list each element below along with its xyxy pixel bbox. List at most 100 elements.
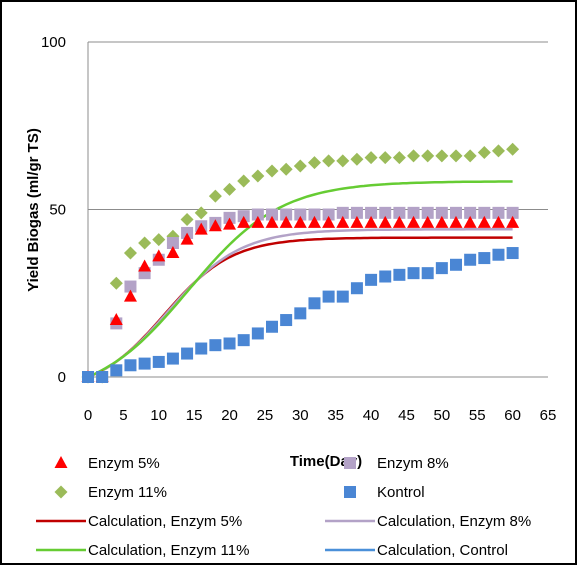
data-point [336,290,349,303]
data-point [365,273,378,286]
data-point [307,215,321,228]
data-point [223,337,236,350]
data-point [463,215,477,228]
data-point [379,206,392,219]
data-point [223,182,237,196]
data-point [266,320,278,333]
data-point [138,357,151,370]
data-point [322,208,335,221]
data-point [280,208,293,221]
data-point [180,213,194,227]
data-point [123,289,137,302]
data-point [421,206,434,219]
data-point [109,313,123,326]
legend-label: Calculation, Enzym 8% [377,513,531,530]
data-point [378,151,392,165]
data-point [293,215,307,228]
data-point [180,232,194,245]
data-point [194,222,208,235]
data-point [322,290,335,303]
x-tick-label: 10 [150,407,167,424]
data-point [421,149,435,163]
y-tick-label: 100 [41,34,66,51]
data-point [279,162,293,176]
data-point [477,215,491,228]
data-point [237,334,250,347]
data-point [265,164,279,178]
legend-marker-swatch [344,486,356,498]
legend-marker-swatch [54,485,68,499]
legend-entry-4: Calculation, Enzym 5% [36,513,242,530]
x-tick-label: 35 [327,407,344,424]
x-tick-label: 30 [292,407,309,424]
legend-entry-2: Enzym 11% [54,484,167,501]
legend: Enzym 5% Enzym 8% Enzym 11% Kontrol Calculat… [36,455,531,559]
data-point [364,215,378,228]
legend-label: Calculation, Enzym 11% [88,542,249,559]
axes [87,42,548,378]
data-point [464,206,477,219]
data-point [308,208,321,221]
data-point [407,267,420,280]
data-point [279,215,293,228]
data-point [393,268,406,281]
data-point [449,215,463,228]
data-point [251,169,265,183]
data-point [392,151,406,165]
data-point [181,347,194,360]
x-tick-label: 15 [186,407,203,424]
data-point [82,371,94,383]
data-point [123,246,137,260]
data-point [435,206,448,219]
data-point [152,355,165,368]
x-tick-labels: 0 5 10 15 20 25 30 35 40 45 50 55 60 65 [84,407,557,424]
legend-entry-7: Calculation, Control [325,542,508,559]
data-point [138,259,152,272]
data-point [195,342,208,355]
data-point [407,149,421,163]
data-point [322,215,336,228]
legend-label: Enzym 11% [88,484,167,501]
data-point [392,215,406,228]
data-point [251,327,264,340]
data-point [435,262,448,275]
data-point [477,146,491,160]
x-tick-label: 45 [398,407,415,424]
data-point [350,206,363,219]
calculation-curve-4 [87,236,513,379]
data-point [109,276,123,290]
data-point [463,149,477,163]
data-point [280,314,293,327]
data-point [506,247,519,260]
y-tick-label: 0 [58,369,66,386]
data-point [152,249,166,262]
legend-entry-3: Kontrol [344,484,425,501]
data-point [266,208,278,221]
x-tick-label: 25 [257,407,274,424]
data-point [166,352,179,365]
data-point [421,267,434,280]
data-point [350,215,364,228]
data-point [365,206,378,219]
series-markers-3 [82,247,519,383]
legend-entry-5: Calculation, Enzym 8% [325,513,531,530]
data-point [237,215,251,228]
data-point [138,236,152,250]
legend-marker-swatch [344,457,356,469]
data-point [435,149,449,163]
legend-entry-0: Enzym 5% [54,455,160,472]
data-point [208,189,222,203]
data-point [449,149,463,163]
data-point [336,215,350,228]
data-point [110,364,123,377]
data-point [152,233,166,247]
data-point [251,215,265,228]
y-tick-label: 50 [49,202,66,219]
data-point [251,208,264,221]
legend-label: Calculation, Control [377,542,508,559]
gridlines [88,41,548,210]
x-tick-label: 0 [84,407,92,424]
data-point [378,215,392,228]
legend-label: Kontrol [377,484,425,501]
